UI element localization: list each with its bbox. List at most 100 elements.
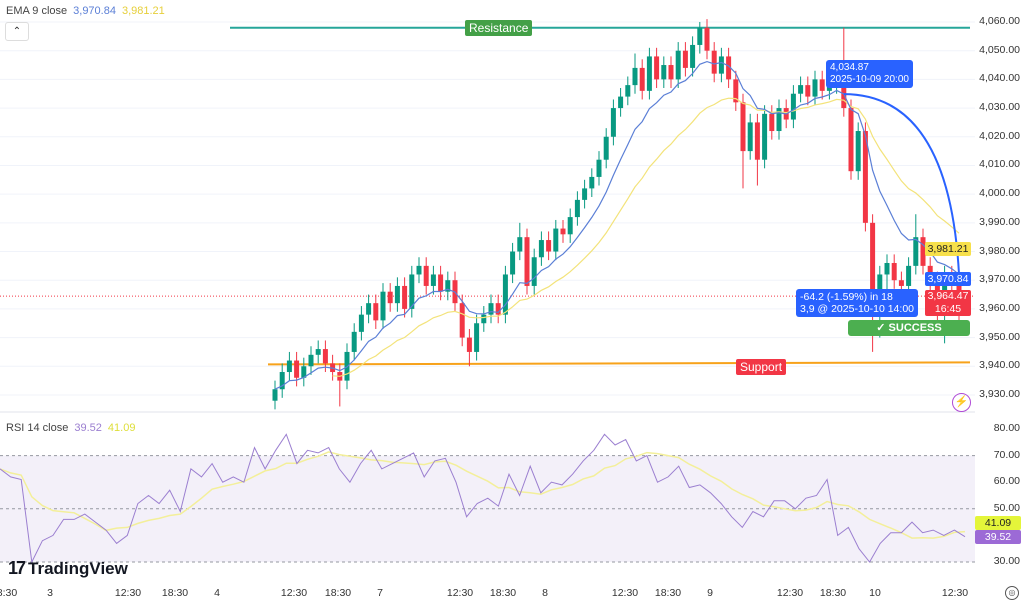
time-tick: 3 [47,587,53,599]
rsi-tick: 80.00 [993,422,1020,434]
candle-body [790,93,796,120]
candle-body [682,50,688,68]
candle-body [819,79,825,91]
candle-body [459,303,465,338]
price-tick: 4,010.00 [979,158,1020,171]
start-date: 2025-10-09 20:00 [830,74,909,85]
candle-body [438,274,444,292]
candle-body [524,237,530,286]
candle-body [610,108,616,137]
time-tick: 9 [707,587,713,599]
candle-body [654,56,660,80]
rsi-ma-value: 41.09 [107,422,136,434]
candle-body [913,237,919,266]
candle-body [495,303,501,315]
candle-body [690,44,696,68]
support-label: Support [736,359,787,375]
time-tick: 18:30 [489,587,517,599]
candle-body [661,65,667,80]
rsi-value: 39.52 [74,422,102,434]
price-tick: 4,050.00 [979,43,1020,56]
candle-body [798,85,804,94]
time-tick: 12:30 [446,587,474,599]
time-tick: 18:30 [654,587,682,599]
last-price-badge: 3,964.47 16:45 [925,290,971,316]
candle-body [596,159,602,177]
candle-body [474,323,480,352]
candle-body [625,85,631,97]
gear-icon[interactable]: ◎ [1005,586,1019,600]
candle-body [718,56,724,74]
time-tick: 18:30 [161,587,189,599]
time-tick: 10 [869,587,881,599]
candle-body [589,176,595,189]
price-tick: 4,040.00 [979,72,1020,85]
lightning-icon[interactable]: ⚡ [952,393,971,412]
projection-start-box: 4,034.87 2025-10-09 20:00 [826,60,913,88]
ema-fast-value: 3,970.84 [73,5,116,17]
candle-body [618,96,624,109]
candle-body [409,274,415,309]
last-price: 3,964.47 [927,290,969,302]
price-tick: 4,030.00 [979,101,1020,114]
price-tick: 3,960.00 [979,301,1020,314]
candle-body [776,108,782,132]
candle-body [567,217,573,235]
candle-body [805,85,811,97]
candle-body [870,222,876,309]
candle-body [848,108,854,172]
candle-body [862,131,868,223]
ema-slow-line [332,97,960,377]
candle-body [553,228,559,252]
price-tick: 3,950.00 [979,330,1020,343]
time-tick: 8 [542,587,548,599]
candle-body [351,331,357,352]
candle-body [560,228,566,235]
candle-body [481,314,487,324]
time-tick: 18:30 [819,587,847,599]
ema-legend-label: EMA 9 close [6,5,68,17]
time-tick: 7 [377,587,383,599]
candle-body [380,291,386,321]
candle-body [697,27,703,45]
collapse-legend-button[interactable]: ⌃ [5,22,29,41]
rsi-tick: 70.00 [993,448,1020,461]
candle-body [387,291,393,304]
candle-body [582,188,588,200]
time-tick: 12:30 [114,587,142,599]
projection-end-box: -64.2 (-1.59%) in 18 3,9 @ 2025-10-10 14… [796,289,918,317]
candle-body [920,237,926,266]
candle-body [942,274,948,304]
candle-body [502,274,508,315]
candle-body [373,303,379,321]
price-tick: 4,060.00 [979,15,1020,27]
price-tick: 3,990.00 [979,215,1020,228]
time-tick: 12:30 [280,587,308,599]
candle-body [366,303,372,315]
projection-curve [843,93,960,275]
rsi-badge: 39.52 [975,530,1021,544]
candle-body [423,265,429,286]
candle-body [430,274,436,286]
candle-body [675,50,681,80]
price-tick: 3,970.00 [979,273,1020,286]
candle-body [891,262,897,281]
candle-body [538,240,544,258]
time-tick: 4 [214,587,220,599]
candle-body [704,27,710,51]
candle-body [322,349,328,364]
time-tick: 12:30 [941,587,969,599]
brand-name: TradingView [28,558,128,578]
start-price: 4,034.87 [830,62,869,73]
candle-body [394,285,400,304]
rsi-line [0,433,966,564]
candle-body [769,113,775,132]
candle-body [272,389,278,401]
chevron-up-icon: ⌃ [12,26,22,37]
candles [272,19,962,410]
candle-body [884,262,890,275]
candle-body [632,67,638,86]
time-tick: 12:30 [776,587,804,599]
price-tick: 3,930.00 [979,387,1020,400]
